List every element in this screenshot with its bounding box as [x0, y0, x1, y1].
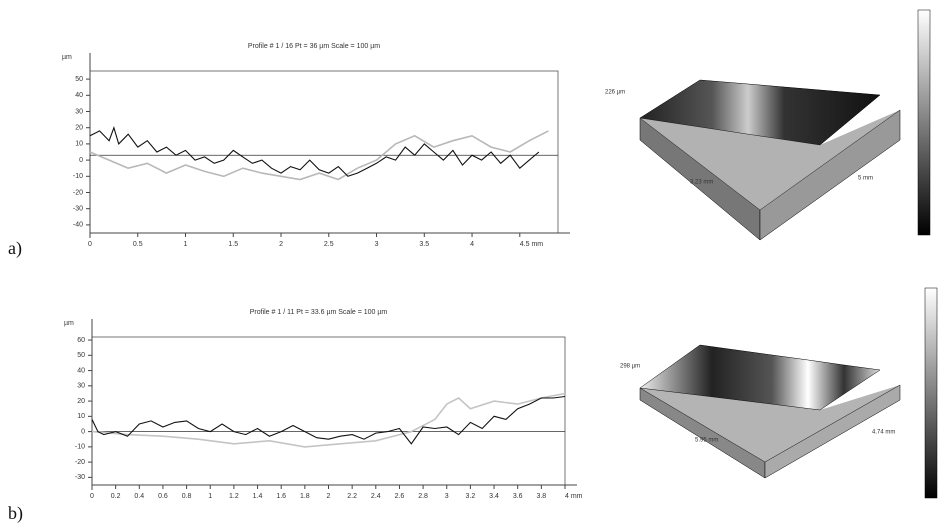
x-tick-label: 0.2 [111, 493, 121, 500]
y-tick-label: -10 [73, 173, 83, 180]
y-tick-label: -10 [75, 444, 85, 451]
surface-3d [640, 288, 937, 498]
y-tick-label: 50 [77, 352, 85, 359]
y-tick-label: 10 [75, 141, 83, 148]
x-tick-label: 2.5 [324, 241, 334, 248]
x-tick-label: 3.5 [419, 241, 429, 248]
x-tick-label: 0.6 [158, 493, 168, 500]
figure: a) b) 226 µm 3.23 mm 5 mm 298 µm 5.95 mm… [0, 0, 941, 530]
x-tick-label: 3.4 [489, 493, 499, 500]
y-tick-label: 20 [75, 125, 83, 132]
x-tick-label: 0.5 [133, 241, 143, 248]
x-tick-label: 2 [327, 493, 331, 500]
x-tick-label: 2.4 [371, 493, 381, 500]
x-tick-label: 4 [470, 241, 474, 248]
y-tick-label: 20 [77, 398, 85, 405]
surface-length: 5 mm [858, 176, 873, 182]
y-axis-label: µm [62, 54, 72, 61]
x-tick-label: 4.5 mm [520, 241, 544, 248]
y-tick-label: -30 [73, 206, 83, 213]
y-axis-label: µm [64, 320, 74, 327]
x-tick-label: 1.4 [253, 493, 263, 500]
y-tick-label: -40 [73, 222, 83, 229]
x-tick-label: 4 mm [565, 493, 583, 500]
x-tick-label: 1.6 [276, 493, 286, 500]
x-tick-label: 0.8 [182, 493, 192, 500]
x-tick-label: 2.2 [347, 493, 357, 500]
x-tick-label: 2 [279, 241, 283, 248]
plot-frame [92, 337, 565, 485]
x-tick-label: 0.4 [134, 493, 144, 500]
x-tick-label: 2.6 [395, 493, 405, 500]
x-tick-label: 1 [208, 493, 212, 500]
y-tick-label: -20 [75, 459, 85, 466]
y-tick-label: 60 [77, 337, 85, 344]
x-tick-label: 3.6 [513, 493, 523, 500]
x-tick-label: 3.8 [536, 493, 546, 500]
x-tick-label: 1.2 [229, 493, 239, 500]
surface-length: 4.74 mm [872, 430, 895, 436]
x-tick-label: 3 [375, 241, 379, 248]
y-tick-label: 30 [75, 108, 83, 115]
surface-3d [640, 10, 930, 240]
y-tick-label: -30 [75, 474, 85, 481]
y-tick-label: 40 [77, 367, 85, 374]
y-tick-label: 40 [75, 92, 83, 99]
y-tick-label: -20 [73, 189, 83, 196]
x-tick-label: 2.8 [418, 493, 428, 500]
x-tick-label: 1 [184, 241, 188, 248]
plot-frame [90, 71, 558, 233]
x-tick-label: 3.2 [466, 493, 476, 500]
chart-title: Profile # 1 / 16 Pt = 36 µm Scale = 100 … [248, 43, 380, 50]
y-tick-label: 30 [77, 383, 85, 390]
x-tick-label: 3 [445, 493, 449, 500]
surface-width: 3.23 mm [690, 180, 713, 186]
surface-height: 226 µm [605, 90, 625, 96]
surface-height: 298 µm [620, 364, 640, 370]
panel-label: a) [8, 238, 22, 259]
x-tick-label: 1.5 [228, 241, 238, 248]
y-tick-label: 50 [75, 76, 83, 83]
x-tick-label: 0 [88, 241, 92, 248]
y-tick-label: 10 [77, 413, 85, 420]
chart-title: Profile # 1 / 11 Pt = 33.6 µm Scale = 10… [250, 309, 388, 316]
x-tick-label: 0 [90, 493, 94, 500]
x-tick-label: 1.8 [300, 493, 310, 500]
panel-label: b) [8, 503, 23, 524]
surface-width: 5.95 mm [695, 438, 718, 444]
y-tick-label: 0 [79, 157, 83, 164]
y-tick-label: 0 [81, 428, 85, 435]
